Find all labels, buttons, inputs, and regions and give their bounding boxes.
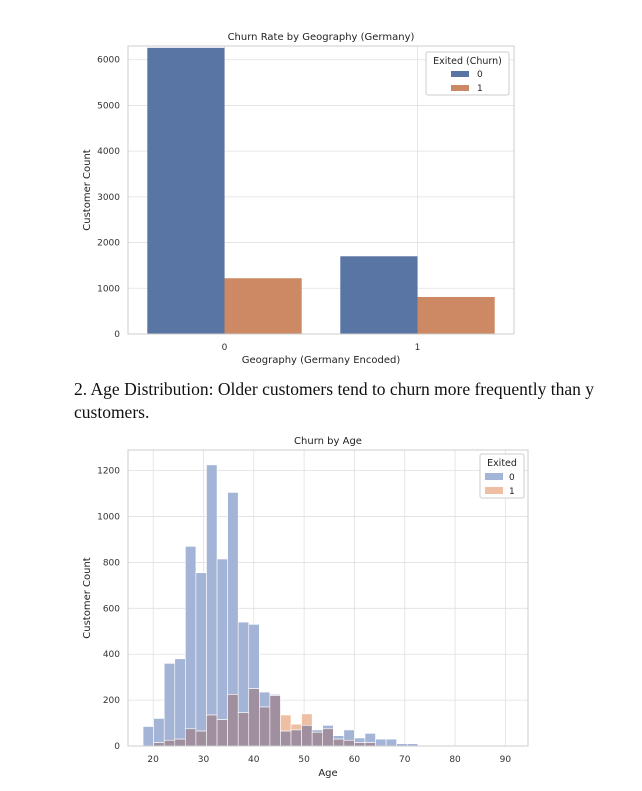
bar-0-exited-1 — [224, 278, 302, 334]
hist-bar-overlap — [301, 725, 313, 747]
paragraph-line-2: customers. — [74, 402, 150, 422]
x-tick-label: 1 — [415, 343, 421, 353]
paragraph-line-1: 2. Age Distribution: Older customers ten… — [74, 379, 595, 399]
x-tick-label: 70 — [399, 755, 411, 765]
hist-bar-overlap — [237, 712, 250, 747]
legend-label-1: 1 — [477, 84, 483, 94]
hist-bar-exited-0 — [174, 658, 186, 740]
geography-churn-chart: Churn Rate by Geography (Germany) 0 1000 20… — [82, 32, 515, 366]
hist-bar-overlap — [163, 739, 176, 747]
hist-bar-overlap — [311, 731, 324, 747]
x-axis-label: Age — [318, 768, 337, 779]
hist-bar-overlap — [195, 730, 207, 747]
x-tick-label: 80 — [449, 755, 461, 765]
hist-bar-overlap — [269, 695, 281, 747]
x-tick-label: 50 — [298, 755, 310, 765]
hist-bar-overlap — [343, 739, 355, 747]
hist-bar-exited-0 — [375, 738, 387, 747]
bar-1-exited-0 — [340, 256, 418, 334]
legend-title: Exited — [487, 458, 517, 469]
hist-bar-exited-1 — [301, 713, 313, 726]
y-tick-label: 800 — [103, 558, 120, 568]
hist-bar-overlap — [332, 738, 345, 747]
hist-bar-overlap — [248, 688, 260, 747]
hist-bar-overlap — [280, 730, 292, 747]
legend-label-0: 0 — [509, 473, 515, 483]
y-tick-label: 1000 — [97, 513, 120, 523]
legend-swatch-1 — [451, 85, 469, 91]
bar-1-exited-1 — [417, 296, 495, 334]
y-tick-label: 4000 — [97, 147, 120, 157]
chart-title: Churn Rate by Geography (Germany) — [228, 32, 415, 43]
y-tick-label: 2000 — [97, 239, 120, 249]
y-tick-label: 5000 — [97, 101, 120, 111]
plot-frame — [127, 449, 529, 747]
legend-swatch-0 — [485, 473, 503, 480]
hist-bar-overlap — [206, 714, 218, 747]
y-tick-label: 3000 — [97, 193, 120, 203]
x-axis-label: Geography (Germany Encoded) — [242, 355, 401, 366]
y-tick-label: 600 — [103, 604, 120, 614]
x-tick-label: 90 — [500, 755, 512, 765]
hist-bar-overlap — [354, 742, 366, 747]
hist-bar-exited-0 — [185, 546, 197, 730]
y-tick-label: 200 — [103, 696, 120, 706]
hist-bar-exited-0 — [385, 738, 397, 747]
hist-bar-exited-0 — [364, 733, 376, 743]
hist-bar-exited-0 — [206, 464, 218, 716]
hist-bar-overlap — [290, 729, 302, 747]
legend-swatch-1 — [485, 487, 503, 494]
hist-bar-exited-0 — [163, 663, 176, 741]
hist-bar-exited-0 — [311, 729, 324, 733]
hist-bar-exited-1 — [280, 714, 292, 732]
legend-title: Exited (Churn) — [433, 56, 502, 67]
x-tick-label: 0 — [222, 343, 228, 353]
y-axis-label: Customer Count — [82, 149, 93, 231]
hist-bar-overlap — [153, 742, 165, 747]
x-tick-label: 40 — [248, 755, 260, 765]
y-axis-label: Customer Count — [82, 557, 93, 639]
hist-bar-overlap — [322, 728, 334, 747]
hist-bar-overlap — [216, 719, 228, 747]
hist-bar-overlap — [259, 706, 271, 747]
y-tick-label: 400 — [103, 650, 120, 660]
hist-bar-overlap — [364, 742, 376, 747]
legend-label-0: 0 — [477, 70, 483, 80]
legend-swatch-0 — [451, 71, 469, 77]
hist-bar-exited-0 — [142, 726, 154, 747]
y-tick-label: 1200 — [97, 467, 120, 477]
hist-bar-exited-0 — [343, 729, 355, 741]
hist-bar-exited-0 — [354, 737, 366, 743]
legend-label-1: 1 — [509, 487, 515, 497]
x-tick-label: 60 — [349, 755, 361, 765]
x-tick-label: 20 — [147, 755, 159, 765]
hist-bar-overlap — [185, 728, 197, 747]
y-tick-label: 6000 — [97, 56, 120, 66]
hist-bar-exited-0 — [237, 621, 250, 714]
hist-bar-overlap — [174, 738, 186, 747]
age-distribution-paragraph: 2. Age Distribution: Older customers ten… — [74, 378, 642, 424]
y-tick-label: 0 — [114, 742, 120, 752]
hist-bar-exited-0 — [322, 725, 334, 730]
hist-bar-exited-0 — [259, 691, 271, 708]
hist-bar-exited-1 — [290, 723, 302, 731]
hist-bar-exited-0 — [216, 558, 228, 720]
hist-bar-exited-0 — [153, 718, 165, 743]
hist-bar-exited-0 — [332, 735, 345, 740]
x-tick-label: 30 — [198, 755, 210, 765]
y-tick-label: 0 — [114, 330, 120, 340]
chart-title: Churn by Age — [294, 436, 362, 447]
bar-0-exited-0 — [147, 47, 225, 334]
plot-frame — [127, 45, 515, 335]
hist-bar-exited-0 — [248, 624, 260, 689]
hist-bar-overlap — [227, 694, 239, 747]
hist-bar-exited-0 — [227, 492, 239, 695]
y-tick-label: 1000 — [97, 284, 120, 294]
hist-bar-exited-0 — [195, 572, 207, 732]
